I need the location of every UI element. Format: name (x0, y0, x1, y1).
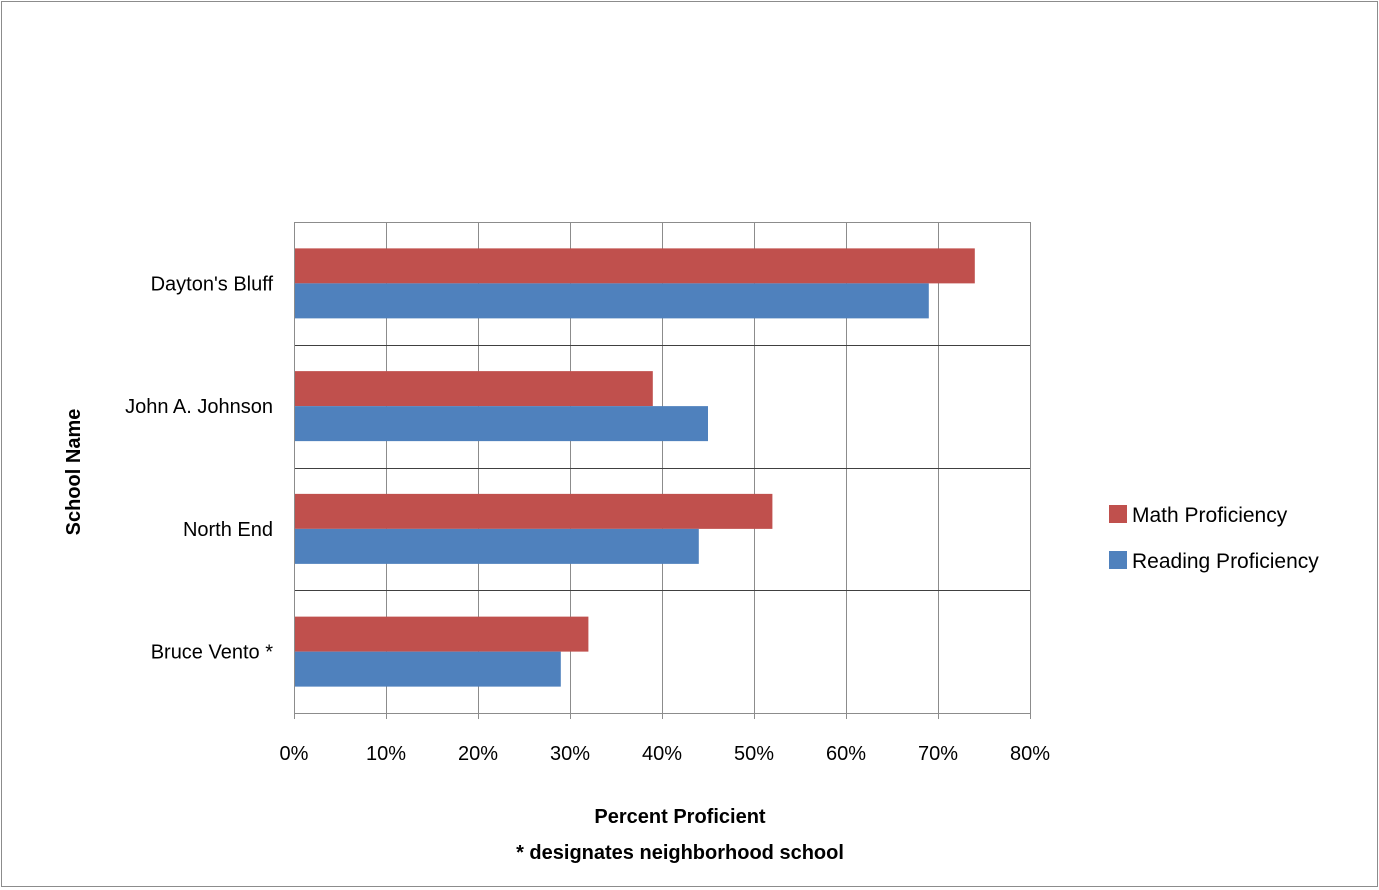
bar-reading-proficiency-0 (294, 283, 929, 319)
legend-swatch (1109, 505, 1127, 523)
bar-math-proficiency-0 (294, 248, 975, 284)
bar-math-proficiency-1 (294, 371, 653, 407)
x-axis-note: * designates neighborhood school (516, 842, 844, 864)
x-tick-label: 50% (734, 743, 774, 765)
category-label: John A. Johnson (125, 396, 273, 418)
category-label: Bruce Vento * (151, 642, 274, 664)
x-tick-label: 70% (918, 743, 958, 765)
x-tick-labels: 0% 10% 20% 30% 40% 50% 60% 70% 80% (280, 743, 1051, 765)
x-tick-label: 80% (1010, 743, 1050, 765)
category-label: Dayton's Bluff (151, 273, 274, 295)
legend: Math Proficiency Reading Proficiency (1109, 504, 1319, 573)
legend-label: Reading Proficiency (1132, 550, 1319, 573)
x-tick-label: 40% (642, 743, 682, 765)
bar-reading-proficiency-3 (294, 651, 561, 687)
x-tick-label: 10% (366, 743, 406, 765)
bar-math-proficiency-2 (294, 493, 773, 529)
legend-swatch (1109, 551, 1127, 569)
x-axis-title: Percent Proficient (594, 806, 766, 828)
category-labels: Dayton's Bluff John A. Johnson North End Br… (125, 273, 273, 663)
y-axis-title: School Name (63, 409, 85, 536)
category-label: North End (183, 519, 273, 541)
x-tick-label: 30% (550, 743, 590, 765)
bar-reading-proficiency-1 (294, 406, 708, 442)
x-tick-label: 60% (826, 743, 866, 765)
bars (294, 248, 975, 687)
legend-label: Math Proficiency (1132, 504, 1288, 527)
bar-math-proficiency-3 (294, 616, 589, 652)
x-tick-label: 20% (458, 743, 498, 765)
x-tick-label: 0% (280, 743, 309, 765)
bar-reading-proficiency-2 (294, 528, 699, 564)
category-separators (294, 222, 1030, 713)
